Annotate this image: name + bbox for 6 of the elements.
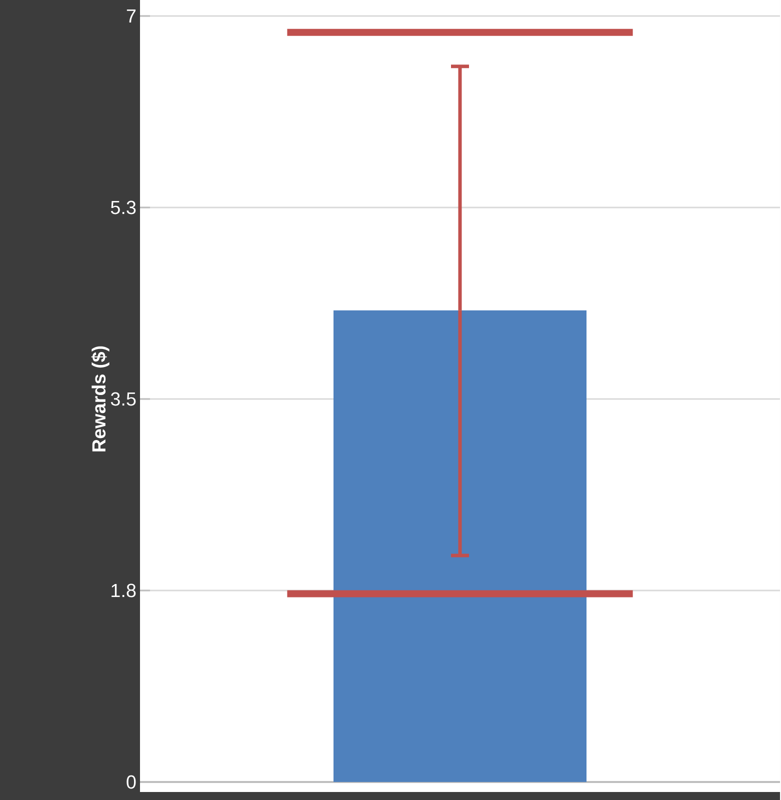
y-tick-label: 1.8 xyxy=(112,584,136,598)
y-tick-label: 3.5 xyxy=(110,392,136,406)
y-axis-title: Rewards ($) xyxy=(91,346,110,452)
y-tick-label: 7 xyxy=(126,9,136,22)
y-tick-label: 0 xyxy=(126,775,136,789)
y-tick-label: 5.3 xyxy=(110,200,136,214)
